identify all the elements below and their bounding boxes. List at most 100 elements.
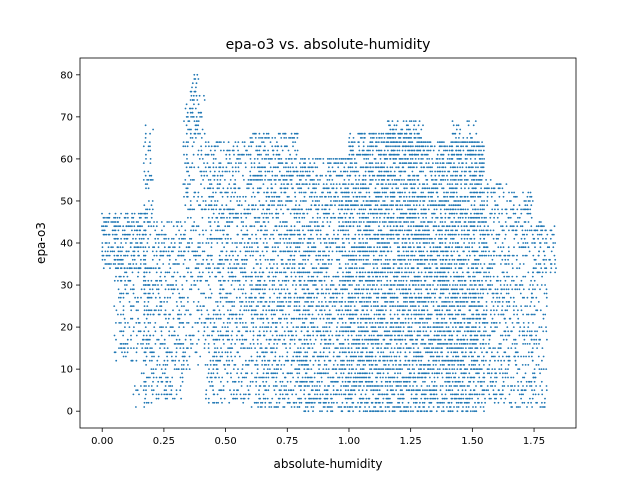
data-point (178, 229, 181, 232)
data-point (381, 401, 384, 404)
data-point (216, 242, 219, 244)
data-point (225, 292, 228, 295)
data-point (368, 271, 371, 274)
data-point (103, 221, 105, 223)
data-point (408, 368, 411, 370)
data-point (276, 334, 278, 337)
data-point (160, 279, 163, 282)
data-point (207, 271, 210, 274)
data-point (273, 284, 276, 286)
data-point (257, 279, 259, 282)
data-point (224, 225, 227, 228)
data-point (401, 334, 403, 337)
data-point (239, 301, 241, 303)
data-point (271, 309, 274, 312)
data-point (148, 267, 150, 270)
data-point (238, 338, 241, 341)
data-point (309, 162, 311, 165)
data-point (384, 258, 387, 261)
data-point (243, 233, 246, 236)
data-point (404, 292, 407, 295)
data-point (336, 401, 338, 404)
data-point (415, 355, 418, 358)
data-point (228, 338, 231, 341)
data-point (302, 242, 304, 244)
data-point (146, 250, 149, 253)
data-point (207, 284, 210, 286)
data-point (238, 380, 240, 383)
data-point (283, 179, 285, 181)
data-point (231, 242, 234, 244)
data-point (162, 326, 164, 328)
data-point (271, 204, 273, 207)
data-point (314, 166, 317, 169)
data-point (209, 204, 212, 207)
data-point (256, 153, 259, 156)
data-point (236, 279, 239, 282)
data-point (388, 330, 391, 333)
data-point (246, 330, 249, 333)
data-point (352, 343, 355, 345)
data-point (274, 174, 277, 177)
data-point (157, 355, 160, 358)
data-point (343, 359, 345, 362)
data-point (286, 221, 288, 223)
data-point (332, 275, 335, 278)
data-point (314, 191, 317, 194)
data-point (346, 397, 349, 400)
data-point (415, 351, 417, 354)
data-point (250, 301, 253, 303)
data-point (158, 313, 161, 316)
data-point (395, 343, 398, 345)
data-point (219, 191, 222, 194)
data-point (322, 317, 325, 320)
data-point (143, 275, 145, 278)
data-point (322, 406, 325, 408)
data-point (244, 200, 247, 202)
data-point (413, 279, 416, 282)
data-point (416, 389, 419, 392)
data-point (341, 162, 344, 165)
data-point (303, 191, 305, 194)
data-point (402, 326, 405, 328)
data-point (246, 233, 249, 236)
data-point (326, 267, 329, 270)
data-point (337, 229, 340, 232)
data-point (175, 343, 177, 345)
data-point (149, 347, 152, 349)
data-point (262, 317, 265, 320)
data-point (273, 368, 276, 370)
data-point (261, 401, 264, 404)
data-point (298, 406, 301, 408)
data-point (197, 246, 200, 249)
data-point (119, 275, 122, 278)
data-point (357, 292, 360, 295)
data-point (278, 271, 281, 274)
data-point (349, 271, 351, 274)
data-point (362, 317, 365, 320)
data-point (178, 317, 181, 320)
data-point (280, 305, 282, 307)
data-point (352, 410, 354, 413)
data-point (402, 397, 405, 400)
data-point (286, 145, 288, 148)
data-point (400, 279, 402, 282)
data-point (350, 301, 353, 303)
data-point (380, 258, 382, 261)
data-point (303, 216, 306, 219)
data-point (293, 296, 296, 299)
data-point (128, 326, 131, 328)
data-point (273, 195, 276, 198)
data-point (263, 158, 266, 160)
data-point (105, 242, 108, 244)
data-point (226, 296, 228, 299)
data-point (240, 212, 243, 215)
data-point (386, 275, 388, 278)
data-point (316, 233, 318, 236)
data-point (278, 317, 281, 320)
data-point (226, 292, 229, 295)
data-point (132, 347, 135, 349)
data-point (219, 301, 222, 303)
data-point (407, 288, 410, 291)
data-point (196, 120, 198, 122)
